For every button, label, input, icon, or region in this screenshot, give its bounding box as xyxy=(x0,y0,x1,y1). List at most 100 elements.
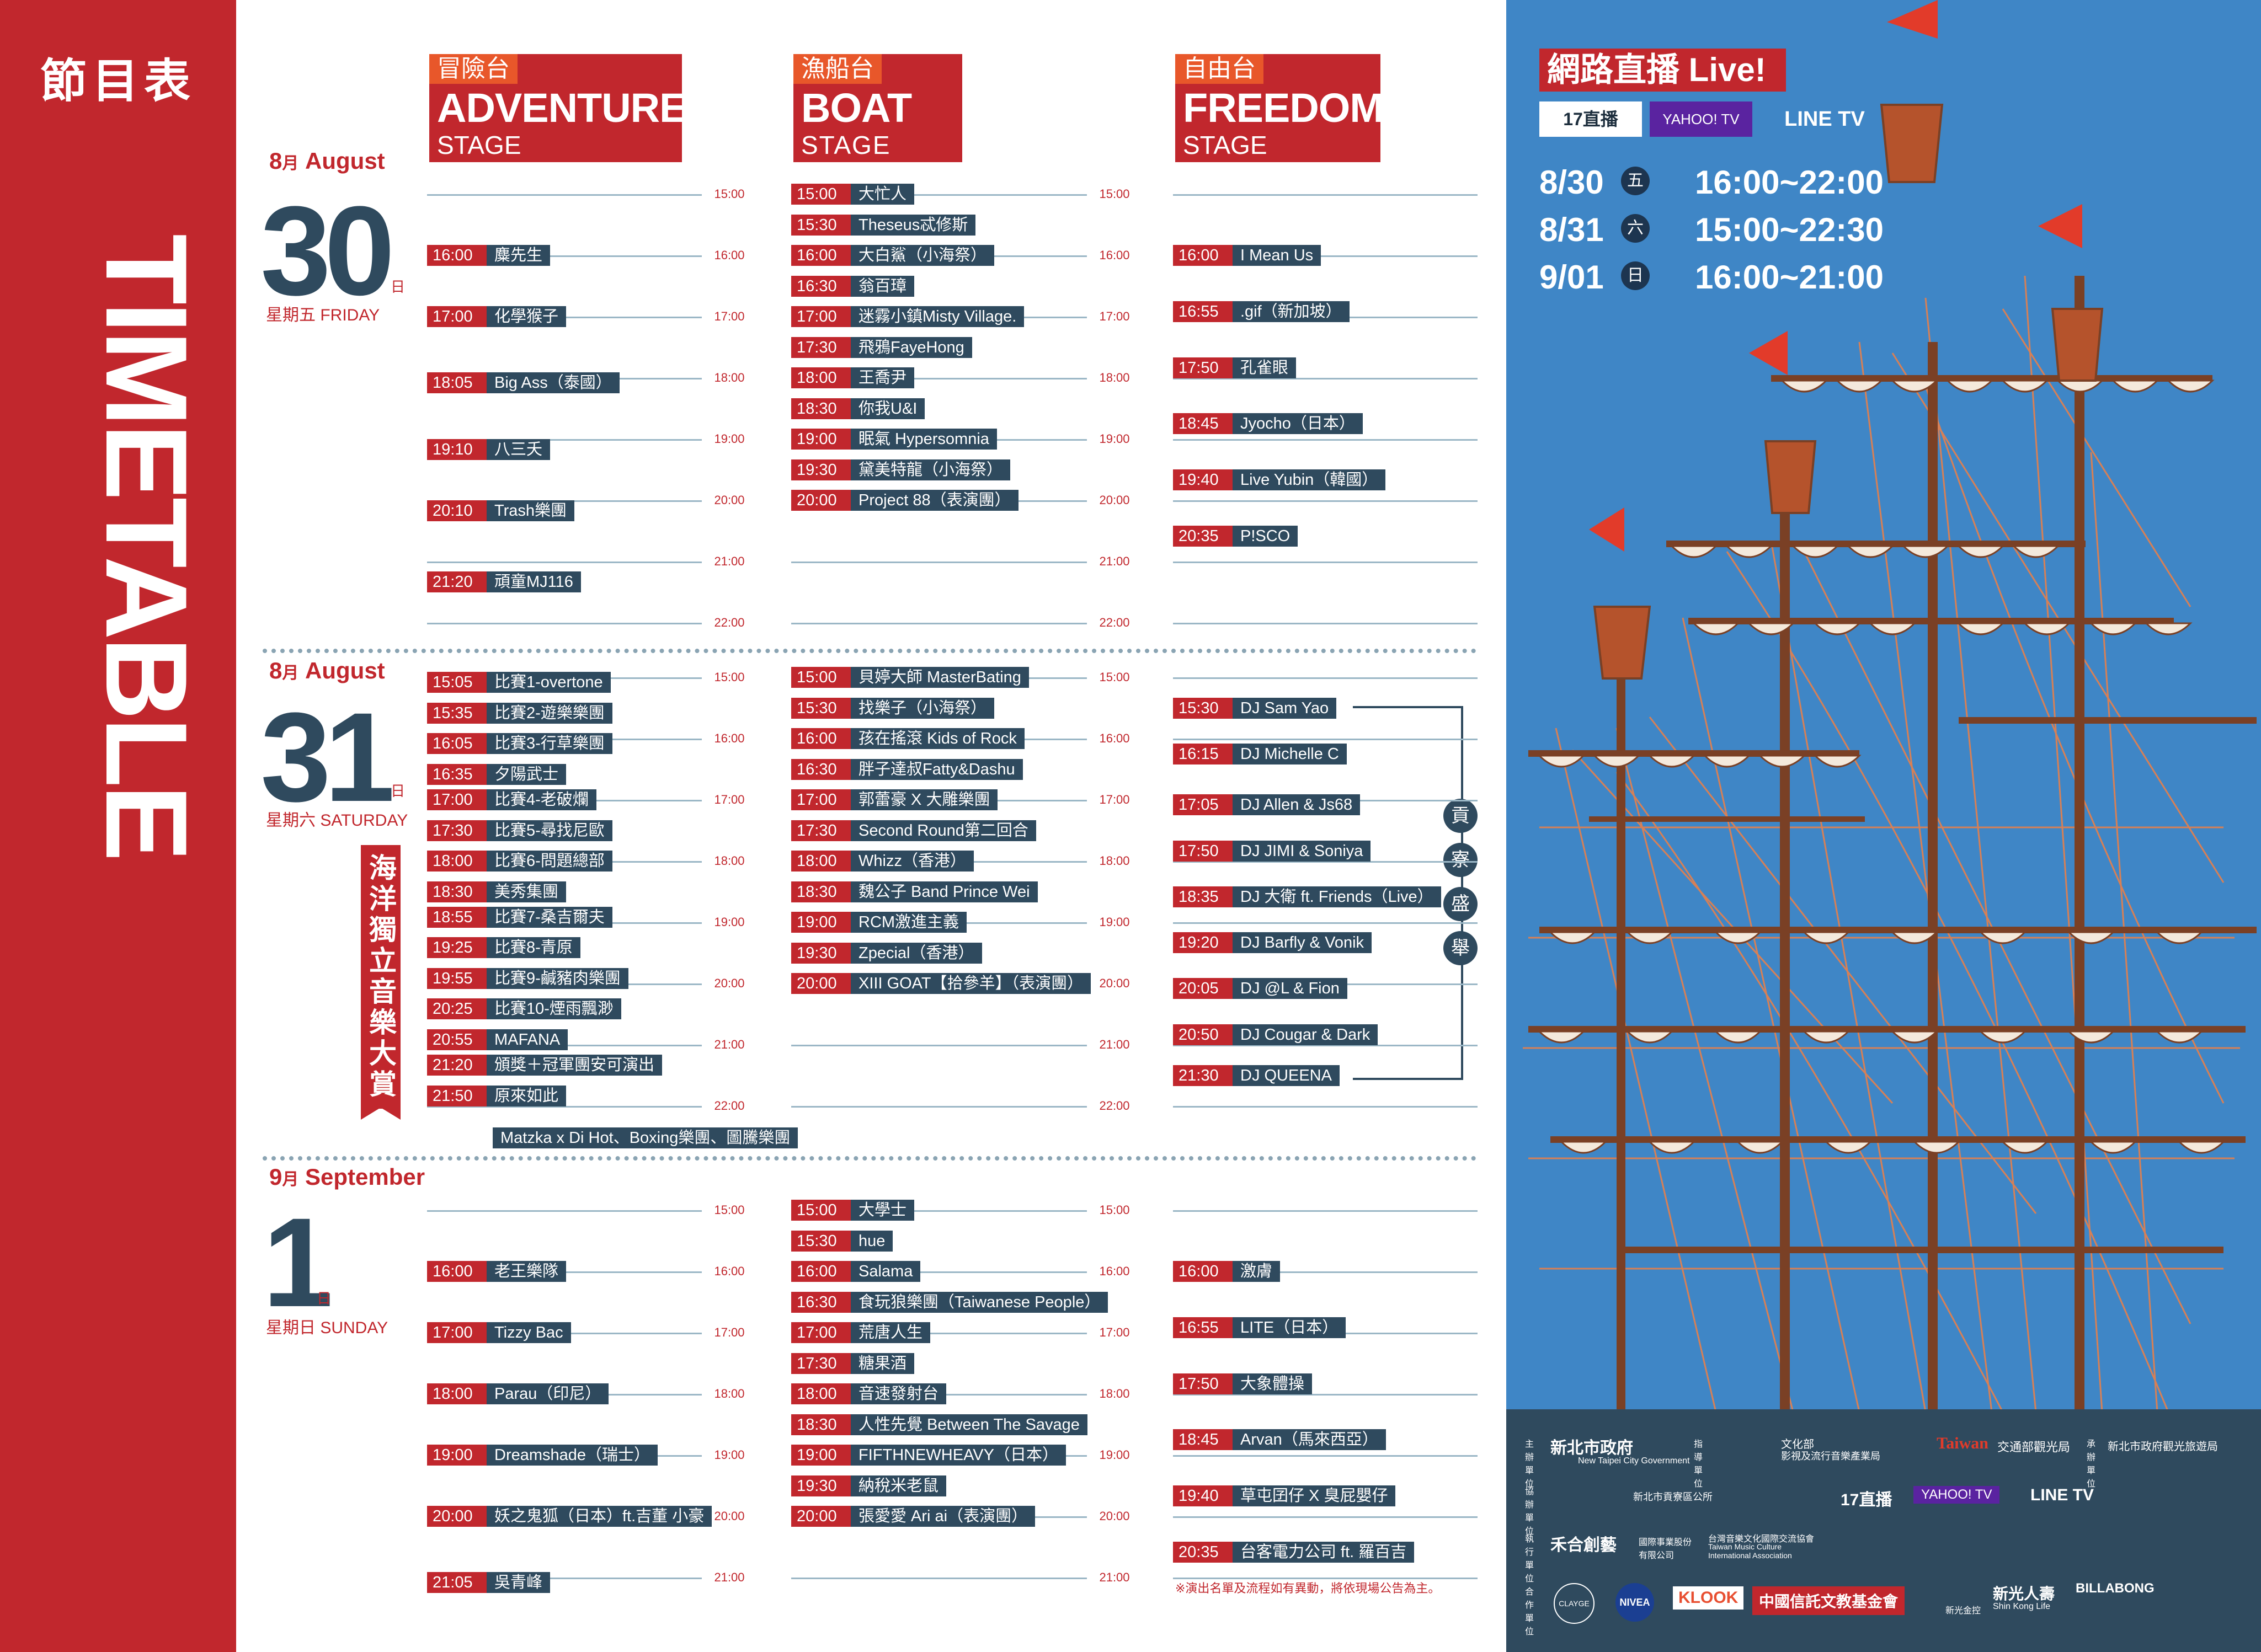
slot-performer: 吳青峰 xyxy=(487,1572,551,1594)
slot-performer: 食玩狼樂團（Taiwanese People） xyxy=(851,1291,1108,1313)
sponsor-hehe-chuangyi: 禾合創藝 xyxy=(1550,1536,1617,1554)
slot-performer: 頒獎＋冠軍團安可演出 xyxy=(487,1055,663,1076)
schedule-slot: 17:00 化學猴子 xyxy=(427,306,567,327)
timeline-hour-label: 15:00 xyxy=(1087,670,1142,685)
schedule-slot: 20:00 妖之鬼狐（日本）ft.吉董 小豪 xyxy=(427,1506,712,1527)
timeline-gridline xyxy=(1173,1578,1478,1579)
schedule-slot: 18:05 Big Ass（泰國） xyxy=(427,372,620,394)
schedule-slot: 18:00 比賽6-問題總部 xyxy=(427,851,612,872)
slot-time: 19:40 xyxy=(1173,1485,1233,1506)
timeline-gridline xyxy=(1173,1045,1478,1046)
platform-17-logo: 17直播 xyxy=(1539,101,1642,137)
sponsor-clayge-logo: CLAYGE xyxy=(1554,1583,1595,1624)
timeline-hour-label: 21:00 xyxy=(1087,1570,1142,1585)
slot-time: 18:00 xyxy=(791,1383,851,1404)
schedule-slot: 17:50 孔雀眼 xyxy=(1173,357,1297,378)
schedule-slot: 19:00 RCM激進主義 xyxy=(791,912,967,933)
slot-time: 17:00 xyxy=(427,789,487,810)
slot-performer: 妖之鬼狐（日本）ft.吉董 小豪 xyxy=(487,1506,712,1527)
schedule-slot: 16:00 麋先生 xyxy=(427,245,551,266)
timeline-hour-label: 18:00 xyxy=(702,854,757,868)
slot-performer: 人性先覺 Between The Savage xyxy=(851,1414,1087,1435)
schedule-slot: 15:30 Theseus忒修斯 xyxy=(791,214,976,236)
slot-performer: Arvan（馬來西亞） xyxy=(1233,1429,1386,1451)
sponsor-music-assoc: 台灣音樂文化國際交流協會 xyxy=(1708,1535,1815,1544)
schedule-slot: 16:55 LITE（日本） xyxy=(1173,1317,1346,1338)
schedule-slot: 17:00 郭蕾豪 X 大雕樂團 xyxy=(791,789,998,810)
timeline-gridline xyxy=(791,1578,1117,1579)
timeline-hour-label: 22:00 xyxy=(1087,616,1142,630)
schedule-slot: 16:30 胖子達叔Fatty&Dashu xyxy=(791,758,1023,780)
left-banner xyxy=(0,0,236,1652)
live-row-2: 8/31 xyxy=(1539,211,1604,248)
ship-masts-illustration xyxy=(1523,0,2257,1413)
slot-time: 17:00 xyxy=(427,306,487,327)
slot-time: 20:00 xyxy=(791,1506,851,1527)
timeline-hour-label: 19:00 xyxy=(702,915,757,929)
sponsor-taiwan-logo: Taiwan xyxy=(1937,1434,1988,1452)
day-separator xyxy=(263,649,1476,653)
timeline-gridline xyxy=(1173,439,1478,441)
timeline-gridline xyxy=(1173,1455,1478,1457)
stage-header-freedom: 自由台 FREEDOM STAGE xyxy=(1175,54,1384,162)
slot-performer: 比賽9-鹹豬肉樂團 xyxy=(487,967,628,989)
timeline-hour-label: 17:00 xyxy=(702,309,757,324)
timeline-hour-label: 21:00 xyxy=(1087,1038,1142,1052)
slot-time: 17:50 xyxy=(1173,357,1233,378)
slot-performer: 黛美特龍（小海祭） xyxy=(851,459,1011,480)
sponsor-label-guide: 指導單位 xyxy=(1694,1440,1703,1489)
schedule-slot: 20:35 台客電力公司 ft. 羅百吉 xyxy=(1173,1541,1415,1563)
slot-time: 18:45 xyxy=(1173,1429,1233,1451)
timeline-hour-label: 17:00 xyxy=(1087,309,1142,324)
matzka-guest-bar: Matzka x Di Hot、Boxing樂團、圖騰樂團 xyxy=(493,1127,798,1148)
timeline-gridline xyxy=(427,562,736,563)
slot-time: 20:00 xyxy=(791,973,851,994)
schedule-slot: 15:00 大忙人 xyxy=(791,184,915,205)
schedule-slot: 18:00 王喬尹 xyxy=(791,367,915,388)
timeline-gridline xyxy=(427,623,736,624)
schedule-slot: 20:25 比賽10-煙雨飄渺 xyxy=(427,998,621,1020)
slot-time: 18:45 xyxy=(1173,413,1233,435)
schedule-slot: 18:30 你我U&I xyxy=(791,398,925,419)
slot-performer: 眠氣 Hypersomnia xyxy=(851,429,997,450)
slot-time: 16:00 xyxy=(427,245,487,266)
slot-performer: 老王樂隊 xyxy=(487,1261,567,1282)
live-stream-title: 網路直播 Live! xyxy=(1539,49,1786,92)
timeline-gridline xyxy=(427,317,736,318)
timeline-hour-label: 17:00 xyxy=(1087,793,1142,807)
timeline-gridline xyxy=(1173,378,1478,379)
schedule-slot: 15:30 找樂子（小海祭） xyxy=(791,697,995,719)
live-time-1: 16:00~22:00 xyxy=(1695,164,1884,201)
slot-time: 16:55 xyxy=(1173,1317,1233,1338)
timeline-hour-label: 18:00 xyxy=(702,371,757,385)
sponsor-hehe-sub: 國際事業股份有限公司 xyxy=(1639,1538,1692,1560)
day1-ri: 日 xyxy=(391,279,406,295)
timeline-gridline xyxy=(1173,1516,1478,1518)
timeline-gridline xyxy=(791,1045,1117,1046)
slot-time: 15:05 xyxy=(427,672,487,693)
schedule-slot: 16:30 翁百璋 xyxy=(791,275,915,297)
slot-time: 18:00 xyxy=(427,1383,487,1404)
slot-performer: LITE（日本） xyxy=(1233,1317,1346,1338)
slot-time: 18:00 xyxy=(427,851,487,872)
slot-time: 17:30 xyxy=(791,820,851,841)
timeline-hour-label: 15:00 xyxy=(702,187,757,201)
schedule-slot: 16:00 大白鯊（小海祭） xyxy=(791,245,995,266)
slot-performer: 大象體操 xyxy=(1233,1373,1313,1394)
schedule-slot: 17:05 DJ Allen & Js68 xyxy=(1173,794,1361,816)
schedule-slot: 21:20 頒獎＋冠軍團安可演出 xyxy=(427,1055,663,1076)
slot-time: 17:00 xyxy=(427,1322,487,1343)
slot-performer: DJ QUEENA xyxy=(1233,1065,1340,1086)
slot-time: 16:15 xyxy=(1173,743,1233,764)
schedule-slot: 19:30 黛美特龍（小海祭） xyxy=(791,459,1011,480)
day3-number: 1 xyxy=(263,1191,333,1333)
schedule-slot: 15:30 hue xyxy=(791,1230,893,1252)
schedule-slot: 20:35 P!SCO xyxy=(1173,525,1298,547)
slot-time: 15:30 xyxy=(791,697,851,719)
slot-time: 21:05 xyxy=(427,1572,487,1594)
day2-month: 8月 August xyxy=(269,657,385,683)
schedule-slot: 16:15 DJ Michelle C xyxy=(1173,743,1347,764)
day2-ri: 日 xyxy=(391,783,406,799)
slot-time: 16:05 xyxy=(427,733,487,755)
slot-performer: DJ Allen & Js68 xyxy=(1233,794,1361,816)
